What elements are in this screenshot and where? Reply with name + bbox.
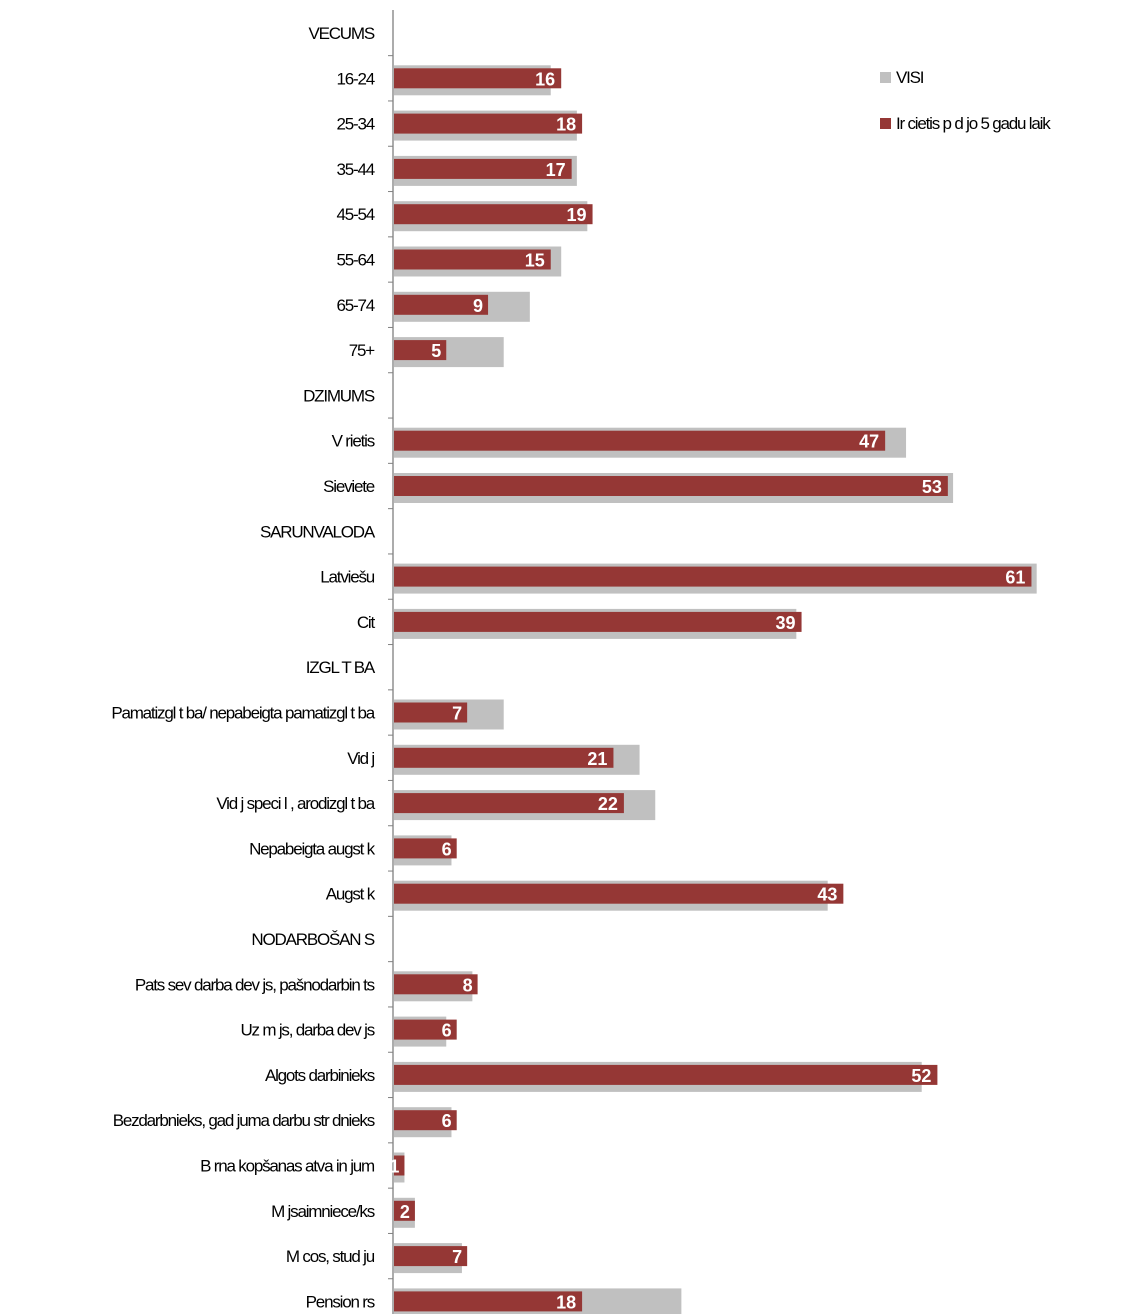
subgroup-bar — [394, 294, 489, 315]
value-label: 61 — [1005, 568, 1025, 588]
subgroup-bar — [394, 1019, 457, 1040]
subgroup-bar — [394, 340, 447, 361]
category-label: M cos, stud ju — [286, 1247, 375, 1266]
subgroup-bar — [394, 1110, 457, 1131]
value-label: 43 — [817, 885, 837, 905]
subgroup-bar — [394, 611, 802, 632]
subgroup-bar — [394, 838, 457, 859]
value-label: 52 — [911, 1066, 931, 1086]
value-label: 7 — [452, 1247, 462, 1267]
subgroup-bar — [394, 204, 593, 225]
group-header-label: NODARBOŠAN S — [251, 930, 374, 949]
value-label: 39 — [776, 613, 796, 633]
subgroup-bar — [394, 883, 844, 904]
legend-label: VISI — [896, 68, 924, 87]
value-label: 21 — [587, 749, 607, 769]
value-label: 5 — [431, 341, 441, 361]
legend-swatch — [880, 72, 891, 83]
value-label: 6 — [442, 839, 452, 859]
category-label: 16-24 — [337, 69, 375, 88]
subgroup-bar — [394, 1064, 938, 1085]
subgroup-bar — [394, 68, 562, 89]
subgroup-bar — [394, 249, 551, 270]
subgroup-bar — [394, 113, 583, 134]
group-header-label: IZGL T BA — [306, 658, 376, 677]
group-header-label: DZIMUMS — [303, 386, 375, 405]
category-label: 35-44 — [337, 160, 375, 179]
category-label: Bezdarbnieks, gad juma darbu str dnieks — [113, 1111, 375, 1130]
value-label: 15 — [525, 251, 545, 271]
category-label: Sieviete — [323, 477, 375, 496]
category-label: 55-64 — [337, 251, 375, 270]
subgroup-bar — [394, 974, 478, 995]
subgroup-bar — [394, 1246, 468, 1267]
value-label: 2 — [400, 1202, 410, 1222]
category-label: Algots darbinieks — [265, 1066, 375, 1085]
category-label: V rietis — [332, 432, 375, 451]
category-label: B rna kopšanas atva in jum — [200, 1157, 375, 1176]
category-label: 75+ — [349, 341, 376, 360]
category-label: Latviešu — [320, 568, 374, 587]
value-label: 1 — [389, 1157, 399, 1177]
subgroup-bar — [394, 158, 572, 179]
value-label: 18 — [556, 1292, 576, 1312]
group-header-label: SARUNVALODA — [260, 522, 376, 541]
subgroup-bar — [394, 747, 614, 768]
group-header-label: VECUMS — [308, 24, 374, 43]
value-label: 17 — [546, 160, 566, 180]
subgroup-bar — [394, 793, 624, 814]
value-label: 22 — [598, 794, 618, 814]
subgroup-bar — [394, 702, 468, 723]
subgroup-bar — [394, 1155, 405, 1176]
category-label: M jsaimniece/ks — [271, 1202, 375, 1221]
legend-label: Ir cietis p d jo 5 gadu laik — [896, 114, 1051, 133]
value-label: 8 — [463, 975, 473, 995]
category-label: Uz m js, darba dev js — [240, 1021, 374, 1040]
value-label: 47 — [859, 432, 879, 452]
category-label: 45-54 — [337, 205, 375, 224]
category-label: Pamatizgl t ba/ nepabeigta pamatizgl t b… — [111, 704, 375, 723]
subgroup-bar — [394, 1200, 415, 1221]
category-label: Nepabeigta augst k — [249, 839, 376, 858]
value-label: 19 — [567, 205, 587, 225]
category-label: 25-34 — [337, 115, 375, 134]
legend-swatch — [880, 118, 891, 129]
category-label: Vid j speci l , arodizgl t ba — [216, 794, 375, 813]
category-label: Pats sev darba dev js, pašnodarbin ts — [135, 975, 375, 994]
category-label: Augst k — [326, 885, 376, 904]
category-label: Vid j — [347, 749, 374, 768]
subgroup-bar — [394, 430, 886, 451]
legend: VISI Ir cietis p d jo 5 gadu laik — [880, 68, 1052, 133]
category-label: Pension rs — [306, 1292, 375, 1311]
subgroup-bar — [394, 566, 1032, 587]
value-label: 9 — [473, 296, 483, 316]
value-label: 6 — [442, 1021, 452, 1041]
value-label: 7 — [452, 704, 462, 724]
subgroup-bar — [394, 476, 948, 496]
subgroup-bar — [394, 1291, 583, 1312]
category-label: 65-74 — [337, 296, 375, 315]
value-label: 53 — [922, 477, 942, 497]
value-label: 6 — [442, 1111, 452, 1131]
value-label: 18 — [556, 115, 576, 135]
value-label: 16 — [535, 69, 555, 89]
category-label: Cit — [357, 613, 376, 632]
